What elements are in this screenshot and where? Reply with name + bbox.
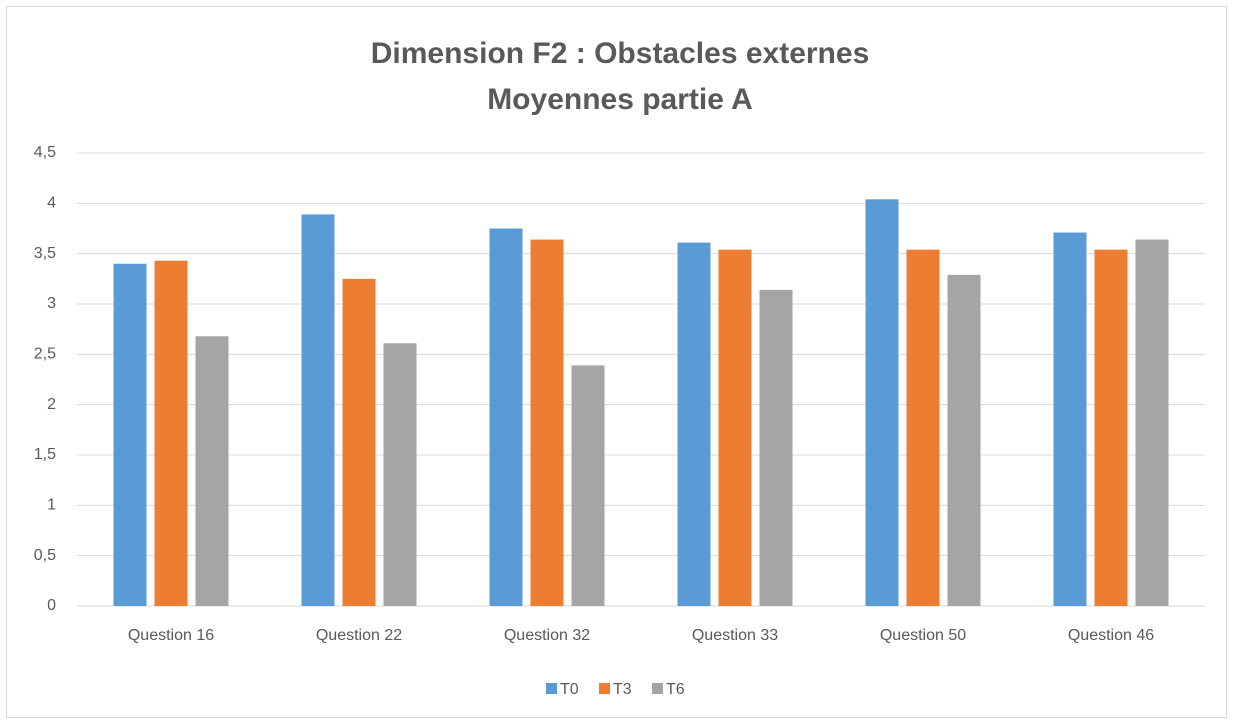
y-tick-label: 4 [47, 195, 56, 212]
bar [301, 214, 335, 606]
y-tick-label: 3,5 [34, 245, 56, 262]
bar [383, 343, 417, 606]
y-tick-label: 0 [47, 597, 56, 614]
bar [759, 289, 793, 606]
x-tick-label: Question 50 [880, 627, 966, 644]
bar [1094, 249, 1128, 606]
y-tick-label: 2 [47, 396, 56, 413]
x-tick-label: Question 22 [316, 627, 402, 644]
legend-label: T3 [613, 681, 632, 698]
bar [113, 263, 147, 606]
bar [947, 274, 981, 606]
legend-swatch [652, 683, 663, 694]
bar [906, 249, 940, 606]
chart-title: Dimension F2 : Obstacles externes [371, 37, 870, 70]
y-tick-label: 4,5 [34, 144, 56, 161]
legend-swatch [599, 683, 610, 694]
bar [530, 239, 564, 606]
x-tick-label: Question 16 [128, 627, 214, 644]
legend-swatch [546, 683, 557, 694]
y-tick-label: 3 [47, 295, 56, 312]
bar [571, 365, 605, 606]
bar [1135, 239, 1169, 606]
y-tick-label: 1,5 [34, 446, 56, 463]
bar [1053, 232, 1087, 606]
x-tick-label: Question 32 [504, 627, 590, 644]
legend-label: T0 [560, 681, 579, 698]
x-tick-label: Question 46 [1068, 627, 1154, 644]
y-tick-label: 2,5 [34, 346, 56, 363]
x-tick-label: Question 33 [692, 627, 778, 644]
bar [718, 249, 752, 606]
y-tick-label: 1 [47, 497, 56, 514]
bar [195, 336, 229, 606]
legend-label: T6 [666, 681, 685, 698]
bar [865, 199, 899, 606]
bar [154, 260, 188, 606]
bar [342, 278, 376, 606]
bar [677, 242, 711, 607]
y-tick-label: 0,5 [34, 547, 56, 564]
chart-title: Moyennes partie A [487, 83, 753, 116]
bar [489, 228, 523, 606]
